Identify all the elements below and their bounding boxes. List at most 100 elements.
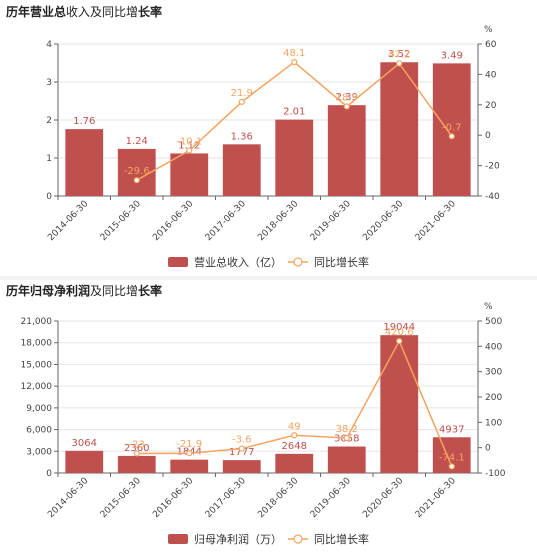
growth-rate-label: -29.6	[124, 166, 150, 177]
chart-title: 历年归母净利润及同比增长率	[6, 283, 162, 298]
x-tick-label: 2017-06-30	[204, 476, 248, 520]
x-tick-label: 2020-06-30	[361, 199, 405, 243]
bar	[65, 450, 104, 473]
bar-data-label: 2.01	[283, 107, 305, 118]
legend-bar-swatch	[168, 534, 188, 544]
growth-rate-label: 48.1	[283, 48, 305, 59]
y-right-unit: %	[484, 302, 493, 312]
y-right-tick-label: -20	[485, 162, 500, 172]
y-left-tick-label: 0	[46, 469, 52, 479]
bar-data-label: 1.24	[126, 136, 148, 147]
bar	[380, 335, 419, 473]
bar-data-label: 2360	[124, 443, 149, 454]
x-tick-label: 2019-06-30	[309, 476, 353, 520]
y-right-tick-label: 0	[485, 131, 491, 141]
chart-title-part: 收入及同比增	[66, 5, 138, 19]
net-profit-chart: 历年归母净利润及同比增长率 0 3,000 6,000 9,000 12,000 15,00…	[6, 283, 506, 546]
chart-title-part: 长率	[138, 283, 162, 298]
growth-rate-point	[448, 463, 455, 470]
y-right-tick-label: -100	[485, 469, 506, 479]
bar-data-label: 3.52	[388, 49, 410, 60]
growth-rate-point	[343, 103, 350, 110]
chart-title-part: 历年归母净利润	[6, 283, 90, 298]
y-right-tick-label: 20	[485, 101, 497, 111]
growth-rate-label: 420.6	[385, 327, 414, 338]
growth-rate-point	[238, 445, 245, 452]
growth-rate-label: 49	[288, 421, 301, 432]
y-left-tick-label: 0	[46, 192, 52, 202]
bar-data-label: 19044	[383, 322, 415, 333]
bar	[327, 446, 366, 473]
x-tick-label: 2016-06-30	[151, 199, 195, 243]
y-left-tick-label: 12,000	[21, 382, 53, 392]
x-tick-label: 2015-06-30	[99, 476, 143, 520]
bar	[275, 453, 314, 473]
x-tick-label: 2019-06-30	[309, 199, 353, 243]
legend-line-marker	[293, 534, 303, 544]
legend-bar-label: 归母净利润（万）	[194, 532, 282, 546]
bar	[170, 459, 209, 473]
y-right-tick-label: 100	[485, 418, 502, 428]
growth-rate-point	[133, 177, 140, 184]
x-tick-label: 2020-06-30	[361, 476, 405, 520]
bar-data-label: 1777	[229, 447, 254, 458]
growth-rate-point	[396, 60, 403, 67]
net-profit-chart-panel: 历年归母净利润及同比增长率 0 3,000 6,000 9,000 12,000 15,00…	[0, 280, 537, 557]
bar-data-label: 3064	[72, 438, 97, 449]
y-right-tick-label: 200	[485, 393, 502, 403]
bar	[432, 63, 471, 196]
bar	[65, 129, 104, 196]
chart-title-part: 长率	[138, 4, 162, 19]
bar-data-label: 1.12	[178, 140, 200, 151]
bar	[380, 62, 419, 196]
chart-title-part: 历年营业总	[6, 4, 66, 19]
x-tick-label: 2017-06-30	[204, 199, 248, 243]
legend-line-label: 同比增长率	[314, 532, 369, 546]
y-left-tick-label: 2	[46, 116, 52, 126]
y-left-tick-label: 18,000	[21, 339, 53, 349]
x-tick-label: 2015-06-30	[99, 199, 143, 243]
x-tick-label: 2014-06-30	[46, 199, 90, 243]
growth-rate-point	[396, 338, 403, 345]
growth-rate-label: -21.9	[176, 439, 202, 450]
growth-rate-point	[291, 58, 298, 66]
bar	[170, 153, 209, 196]
y-left-tick-label: 9,000	[26, 404, 52, 414]
y-right-tick-label: 300	[485, 368, 502, 378]
chart-title-part: 及同比增	[90, 284, 138, 298]
growth-rate-point	[291, 432, 298, 439]
bar-data-label: 3.49	[441, 50, 463, 61]
y-left-tick-label: 1	[46, 154, 52, 164]
bar	[222, 460, 261, 473]
growth-rate-point	[343, 434, 350, 442]
bar	[117, 455, 156, 473]
growth-rate-label: -74.1	[439, 452, 465, 463]
growth-rate-label: -10.1	[176, 137, 202, 148]
bar-data-label: 1.76	[73, 116, 95, 127]
bar-data-label: 2648	[282, 441, 307, 452]
x-tick-label: 2018-06-30	[256, 199, 300, 243]
growth-rate-point	[186, 147, 193, 154]
revenue-chart-panel: 历年营业总收入及同比增长率 0 1 2 3 4 -40 -20 0 20 40 60% 1.76 1.24…	[0, 0, 537, 276]
chart-title: 历年营业总收入及同比增长率	[6, 4, 162, 19]
growth-rate-label: 18.9	[336, 92, 358, 103]
x-tick-label: 2021-06-30	[414, 199, 458, 243]
bar-data-label: 2.39	[336, 92, 358, 103]
legend-bar-swatch	[168, 257, 188, 267]
growth-rate-label: 47.2	[388, 49, 410, 60]
y-left-tick-label: 15,000	[21, 360, 53, 370]
y-right-tick-label: -40	[485, 192, 500, 202]
y-right-tick-label: 0	[485, 444, 491, 454]
bar	[327, 105, 366, 196]
y-right-tick-label: 40	[485, 70, 497, 80]
x-tick-label: 2021-06-30	[414, 476, 458, 520]
legend-line-label: 同比增长率	[314, 255, 369, 269]
bar-data-label: 1.36	[231, 131, 253, 142]
growth-rate-point	[238, 98, 245, 106]
y-right-tick-label: 400	[485, 342, 502, 352]
revenue-chart: 历年营业总收入及同比增长率 0 1 2 3 4 -40 -20 0 20 40 60% 1.76 1.24…	[6, 4, 500, 269]
y-left-tick-label: 6,000	[26, 426, 52, 436]
x-tick-label: 2016-06-30	[151, 476, 195, 520]
growth-rate-label: -3.6	[232, 435, 252, 446]
bar-data-label: 4937	[439, 424, 464, 435]
